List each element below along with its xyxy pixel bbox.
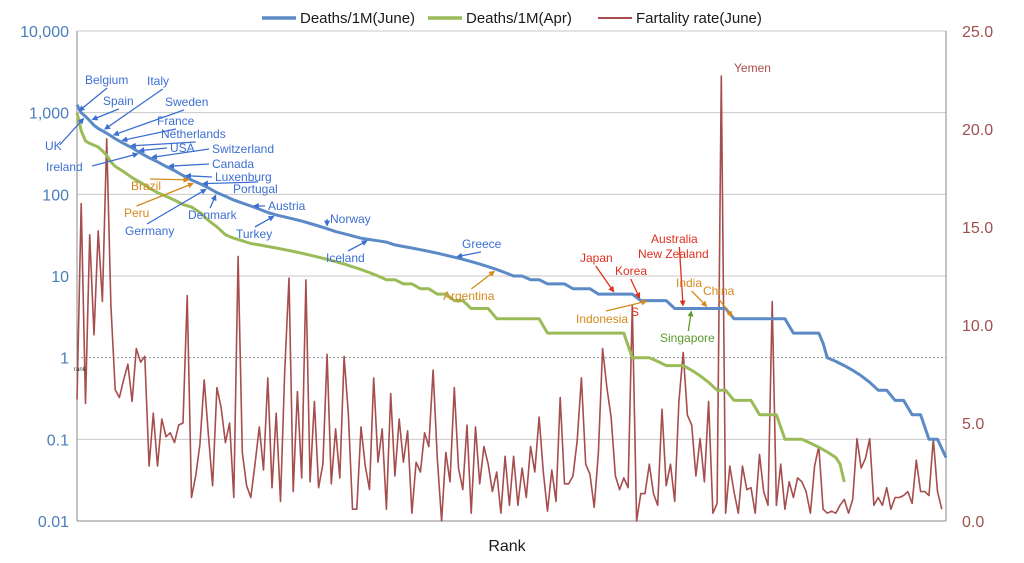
annotation-arrow bbox=[209, 194, 217, 209]
annotation-arrow bbox=[687, 310, 694, 332]
annotation-label: Canada bbox=[212, 157, 254, 171]
left-tick-label: 1 bbox=[60, 351, 69, 368]
annotation-label: Spain bbox=[103, 94, 134, 108]
annotation-arrow bbox=[201, 180, 259, 187]
annotation-arrow bbox=[104, 88, 164, 130]
annotation-label: New Zealand bbox=[638, 247, 709, 261]
annotation-label: Portugal bbox=[233, 182, 278, 196]
annotation-label: UK bbox=[45, 139, 62, 153]
legend-label: Deaths/1M(Apr) bbox=[466, 10, 572, 27]
annotation-label: Luxenburg bbox=[215, 170, 272, 184]
annotation-label: Ireland bbox=[46, 160, 83, 174]
annotation-label: Denmark bbox=[188, 208, 238, 222]
annotation-arrow bbox=[718, 298, 733, 318]
annotation-label: Austria bbox=[268, 199, 306, 213]
right-tick-label: 25.0 bbox=[962, 24, 993, 41]
right-tick-label: 5.0 bbox=[962, 416, 984, 433]
annotation-arrow bbox=[136, 182, 194, 207]
annotation-label: Greece bbox=[462, 237, 502, 251]
annotation-label: Singapore bbox=[660, 331, 715, 345]
annotation-arrow bbox=[112, 109, 185, 137]
right-tick-label: 20.0 bbox=[962, 122, 993, 139]
annotation-arrow bbox=[595, 265, 615, 293]
annotation-label: Italy bbox=[147, 74, 169, 88]
annotation-label: Belgium bbox=[85, 73, 128, 87]
left-tick-label: 1,000 bbox=[29, 106, 69, 123]
annotation-arrow bbox=[678, 246, 686, 307]
annotation-arrow bbox=[184, 172, 213, 179]
annotations: Belgium Italy Spain Sweden France UK Netherlan… bbox=[45, 61, 771, 373]
annotation-label: Netherlands bbox=[161, 127, 226, 141]
annotation-arrow bbox=[630, 278, 641, 299]
annotation-arrow bbox=[146, 188, 207, 225]
annotation-label: Indonesia bbox=[576, 312, 628, 326]
annotation-label: Yemen bbox=[734, 61, 771, 75]
annotation-arrow bbox=[59, 117, 85, 146]
annotation-label: Argentina bbox=[443, 289, 495, 303]
annotation-arrow bbox=[151, 148, 210, 160]
annotation-arrow bbox=[605, 299, 648, 312]
annotation-label: Turkey bbox=[236, 227, 272, 241]
legend: Deaths/1M(June) Deaths/1M(Apr) Fartality r… bbox=[262, 10, 762, 27]
annotation-arrow bbox=[168, 162, 210, 169]
left-tick-label: 0.1 bbox=[47, 432, 69, 449]
annotation-label: China bbox=[703, 284, 735, 298]
series-line-3 bbox=[76, 75, 943, 522]
annotation-arrow bbox=[149, 176, 190, 183]
annotation-label: Sweden bbox=[165, 95, 208, 109]
left-axis: 10,000 1,000 100 10 1 0.1 0.01 bbox=[20, 24, 78, 531]
right-tick-label: 10.0 bbox=[962, 318, 993, 335]
legend-label: Deaths/1M(June) bbox=[300, 10, 415, 27]
annotation-label: Norway bbox=[330, 212, 371, 226]
annotation-label: Switzerland bbox=[212, 142, 274, 156]
left-tick-label: 10,000 bbox=[20, 24, 69, 41]
annotation-arrow bbox=[129, 141, 196, 149]
annotation-arrow bbox=[91, 152, 139, 167]
stray-label: rank bbox=[74, 367, 87, 373]
left-tick-label: 10 bbox=[51, 269, 69, 286]
annotation-arrow bbox=[347, 240, 368, 252]
annotation-label: France bbox=[157, 114, 195, 128]
annotation-label: Germany bbox=[125, 224, 174, 238]
annotation-label: India bbox=[676, 276, 702, 290]
stray-label: S bbox=[631, 305, 639, 319]
annotation-arrow bbox=[254, 215, 275, 228]
series-line-2 bbox=[75, 112, 846, 483]
annotation-arrow bbox=[138, 147, 168, 154]
annotation-label: Australia bbox=[651, 232, 698, 246]
annotation-label: Iceland bbox=[326, 251, 365, 265]
annotation-label: Korea bbox=[615, 264, 647, 278]
annotation-arrow bbox=[691, 290, 708, 308]
left-tick-label: 100 bbox=[42, 187, 69, 204]
left-tick-label: 0.01 bbox=[38, 514, 69, 531]
annotation-label: Japan bbox=[580, 251, 613, 265]
series-line-1 bbox=[75, 104, 948, 459]
annotation-label: Peru bbox=[124, 206, 149, 220]
right-tick-label: 15.0 bbox=[962, 220, 993, 237]
annotation-arrow bbox=[91, 108, 119, 121]
right-tick-label: 0.0 bbox=[962, 514, 984, 531]
annotation-arrow bbox=[456, 251, 482, 259]
right-axis: 25.0 20.0 15.0 10.0 5.0 0.0 bbox=[945, 24, 993, 531]
annotation-label: Brazil bbox=[131, 179, 161, 193]
annotation-arrow bbox=[78, 87, 108, 112]
legend-label: Fartality rate(June) bbox=[636, 10, 762, 27]
series-lines bbox=[75, 75, 948, 522]
annotation-arrow bbox=[121, 128, 177, 143]
x-axis-title: Rank bbox=[488, 538, 526, 555]
annotation-arrow bbox=[470, 270, 496, 290]
